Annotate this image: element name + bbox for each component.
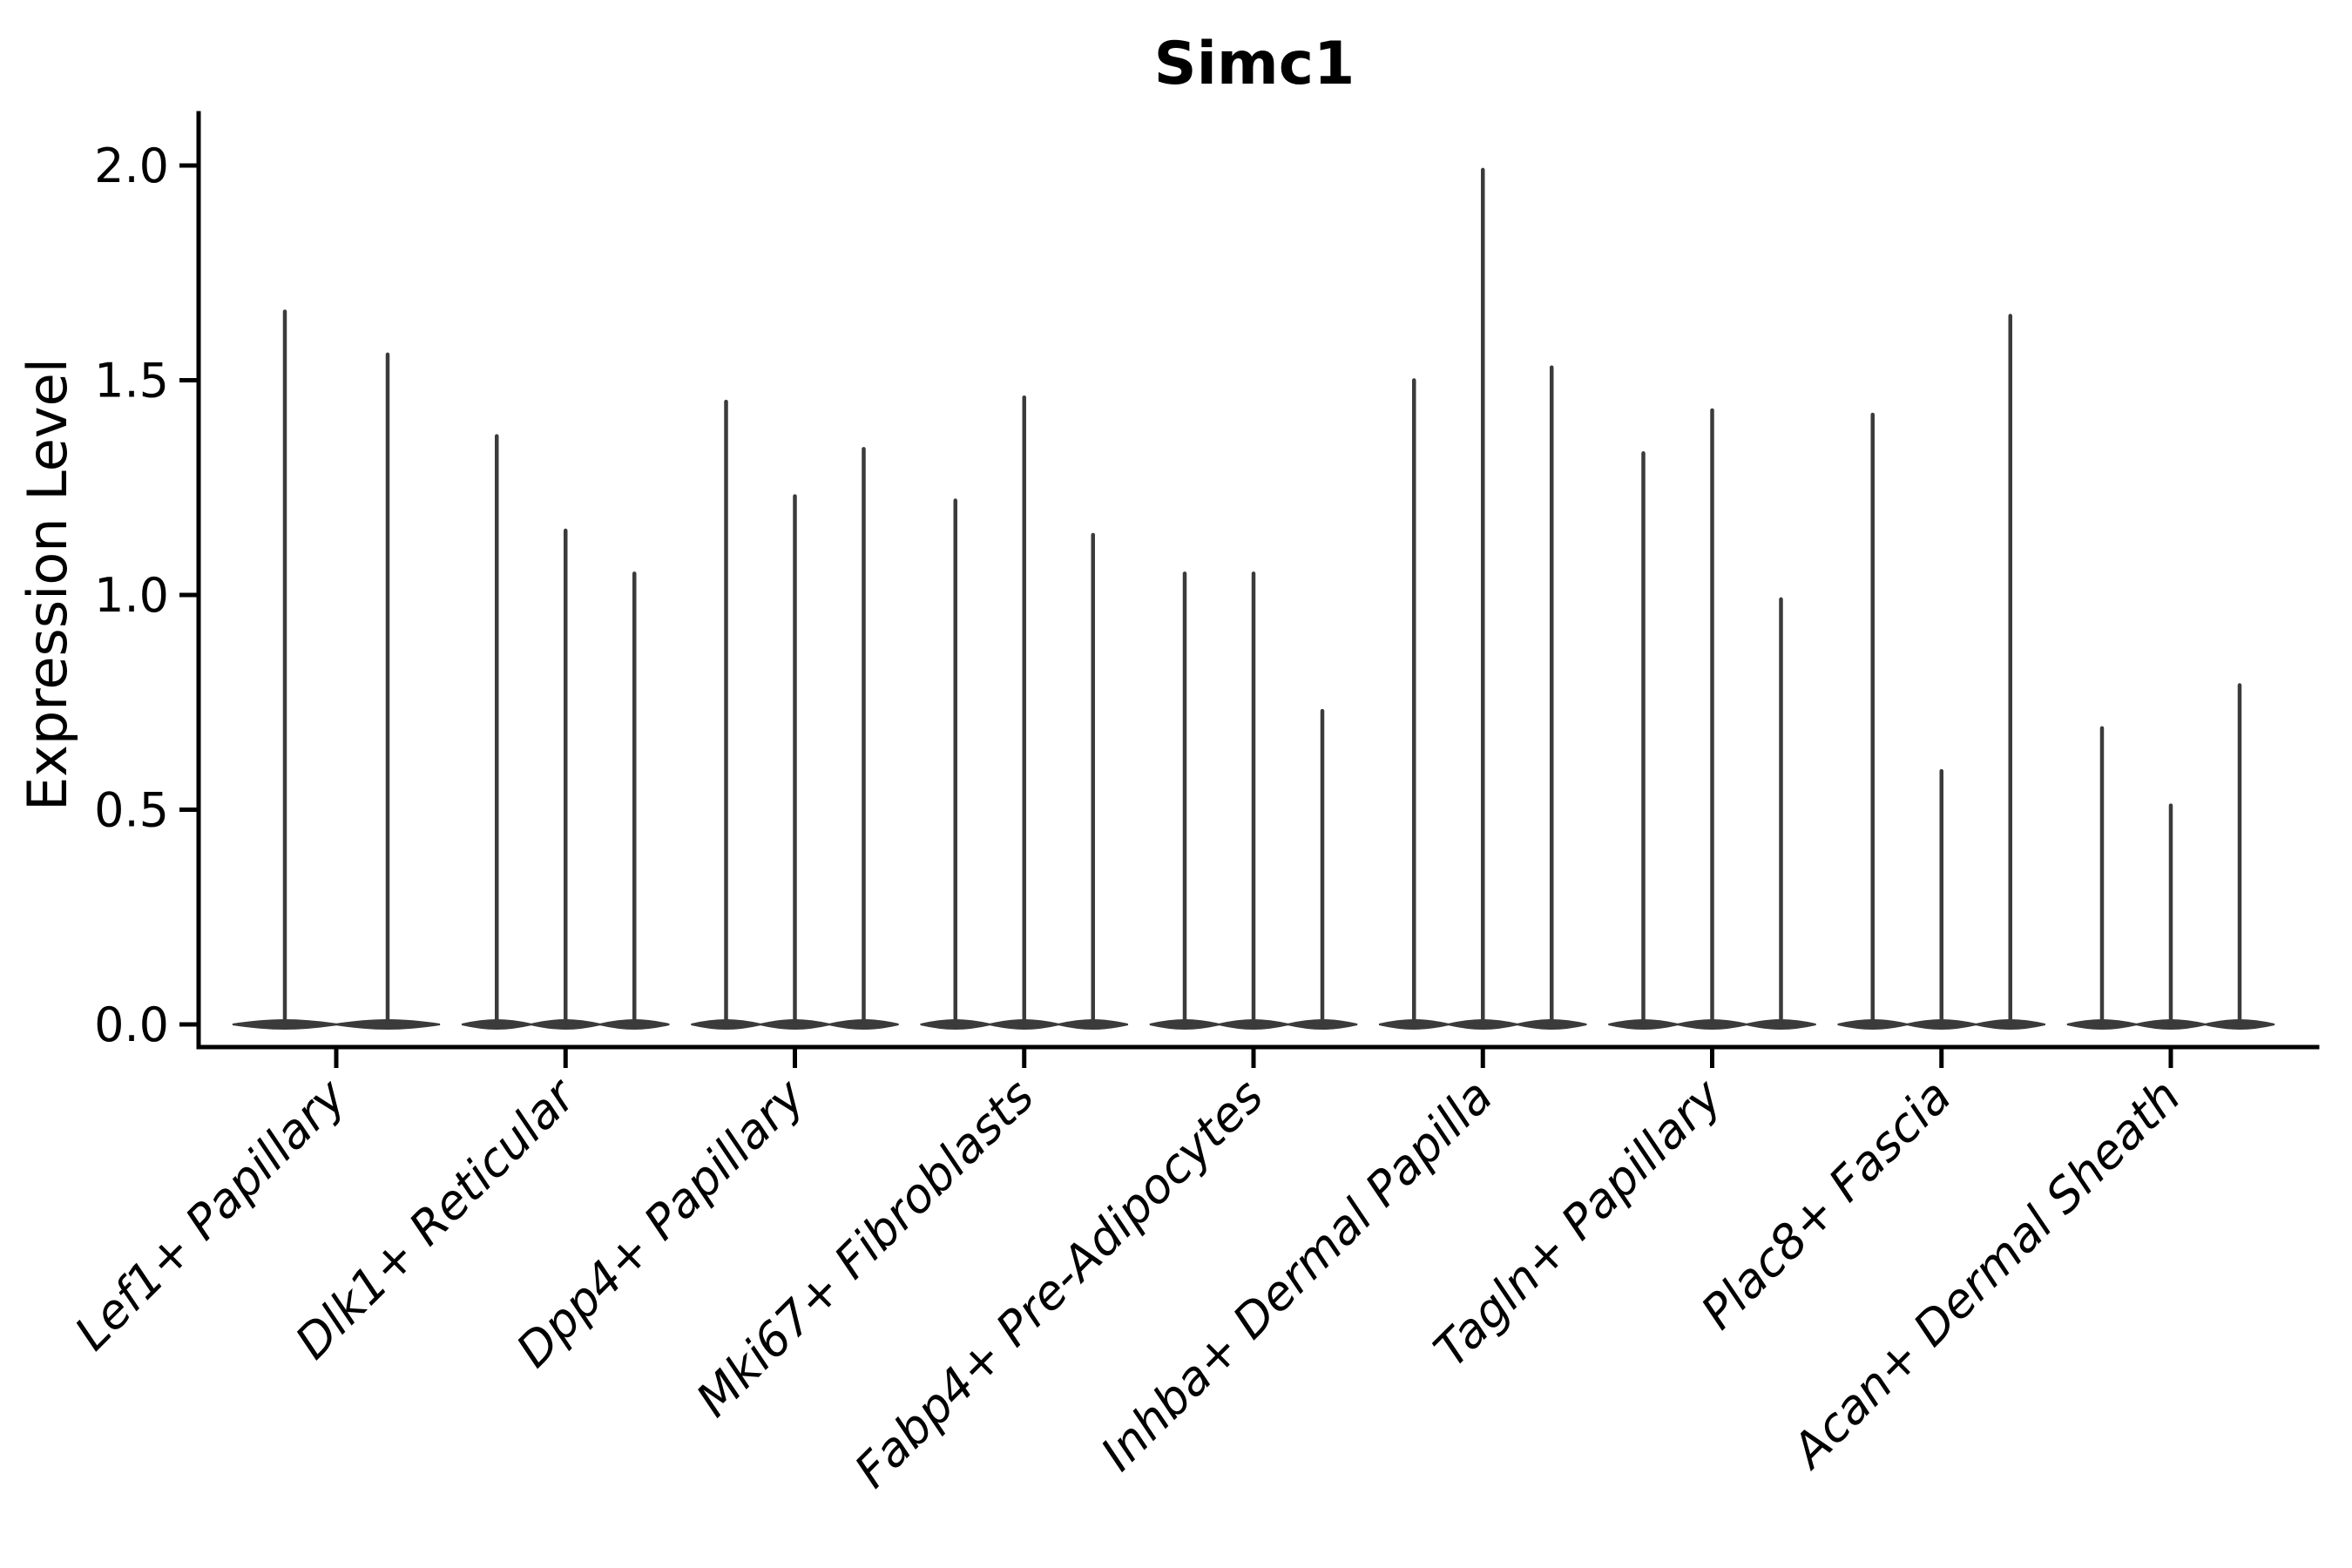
plot-title: Simc1 — [1154, 30, 1355, 98]
y-axis-ticks: 0.0 0.5 1.0 1.5 2.0 — [94, 139, 199, 1052]
x-tick-label: Acan+ Dermal Sheath — [1780, 1069, 2191, 1480]
y-tick-label: 2.0 — [94, 139, 169, 193]
y-tick-label: 1.5 — [94, 354, 169, 409]
violin-group — [691, 399, 899, 1031]
violin-group — [1149, 571, 1358, 1031]
violin-group — [232, 309, 441, 1031]
x-tick-label: Inhba+ Dermal Papilla — [1091, 1069, 1504, 1482]
violin-group — [1379, 167, 1587, 1031]
x-tick-label: Fabp4+ Pre-Adipocytes — [844, 1069, 1274, 1498]
violin-group — [462, 434, 670, 1031]
y-axis-label: Expression Level — [16, 358, 79, 811]
violin-series — [232, 167, 2275, 1031]
y-tick-label: 1.0 — [94, 568, 169, 623]
violin-group — [1837, 314, 2045, 1031]
y-tick-label: 0.5 — [94, 783, 169, 838]
violin-group — [2066, 683, 2275, 1031]
violin-group — [1608, 408, 1816, 1031]
y-tick-label: 0.0 — [94, 997, 169, 1052]
violin-group — [920, 395, 1128, 1031]
